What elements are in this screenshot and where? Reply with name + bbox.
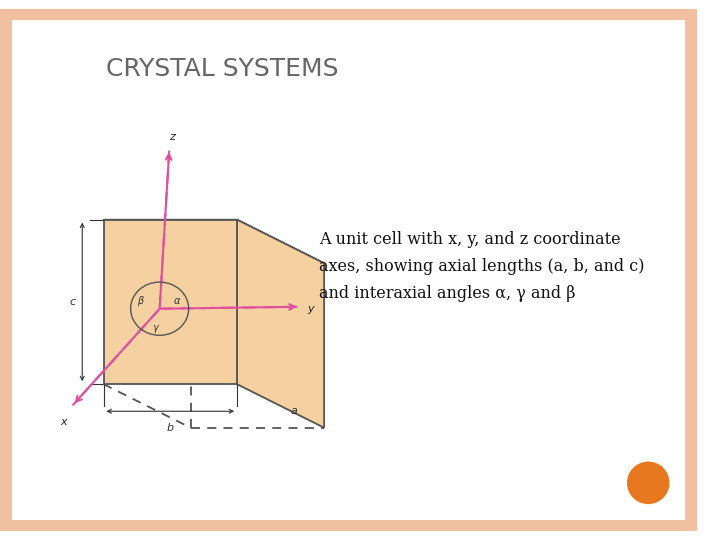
Text: axes, showing axial lengths (a, b, and c): axes, showing axial lengths (a, b, and c… bbox=[319, 258, 645, 275]
Text: CRYSTAL SYSTEMS: CRYSTAL SYSTEMS bbox=[107, 57, 339, 81]
Text: z: z bbox=[169, 132, 175, 142]
Text: α: α bbox=[174, 296, 180, 306]
Circle shape bbox=[627, 462, 670, 504]
Polygon shape bbox=[104, 220, 237, 384]
Bar bbox=[685, 9, 697, 531]
Text: b: b bbox=[167, 423, 174, 433]
Text: a: a bbox=[290, 406, 297, 416]
Text: β: β bbox=[138, 296, 143, 306]
Text: and interaxial angles α, γ and β: and interaxial angles α, γ and β bbox=[319, 286, 576, 302]
Text: x: x bbox=[60, 417, 67, 427]
Polygon shape bbox=[237, 220, 324, 428]
Polygon shape bbox=[104, 220, 324, 263]
Text: γ: γ bbox=[152, 323, 158, 333]
Text: y: y bbox=[307, 303, 315, 314]
Text: c: c bbox=[70, 297, 76, 307]
Bar bbox=[0, 9, 12, 531]
Text: A unit cell with x, y, and z coordinate: A unit cell with x, y, and z coordinate bbox=[319, 231, 621, 248]
Bar bbox=[0, 519, 697, 531]
Bar bbox=[0, 9, 697, 21]
